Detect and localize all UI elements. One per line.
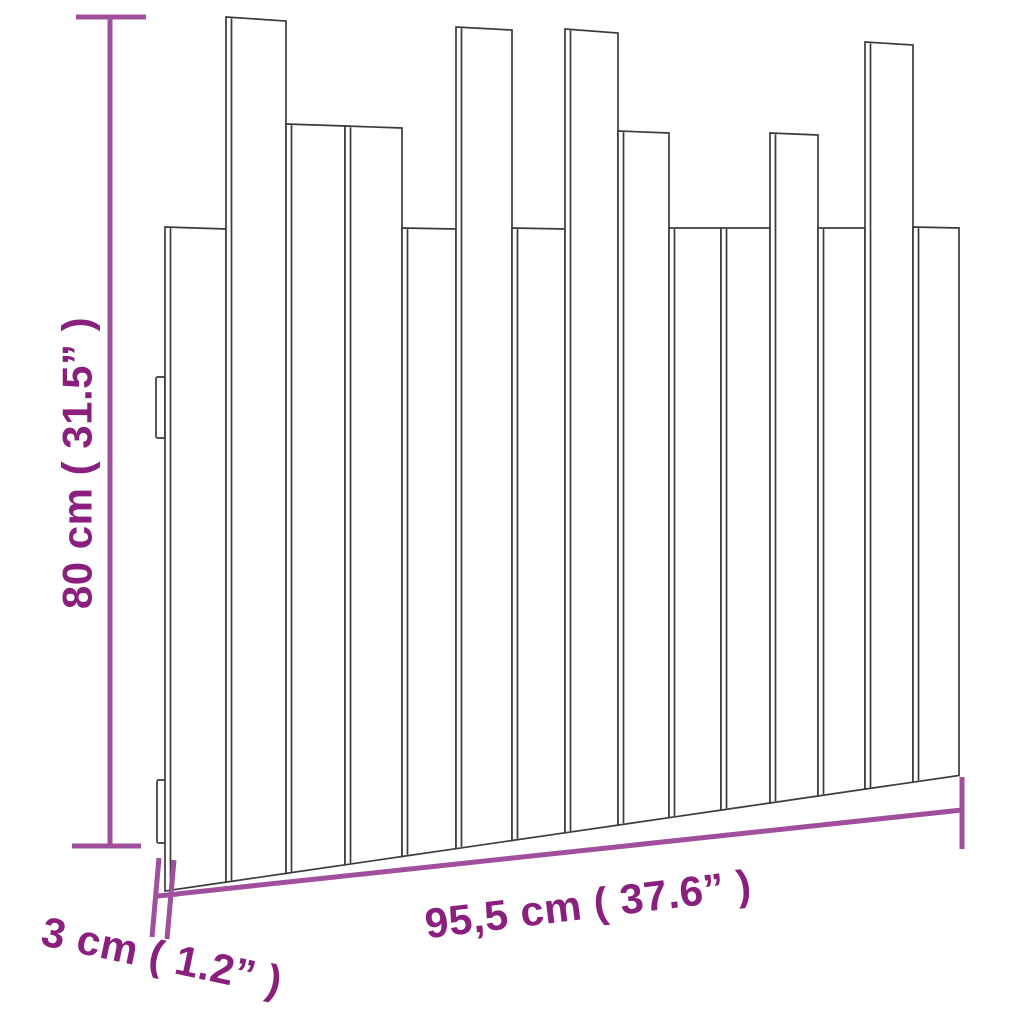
- slat: [912, 226, 960, 784]
- dimension-line: [156, 891, 179, 899]
- slat: [511, 227, 566, 842]
- dimension-line: [164, 859, 177, 940]
- slat: [344, 125, 403, 866]
- slat: [225, 16, 287, 884]
- slat: [617, 130, 670, 827]
- mount-bracket: [155, 376, 166, 439]
- slat: [164, 226, 227, 892]
- slat: [769, 132, 819, 804]
- dimension-line: [149, 857, 162, 938]
- slat: [817, 227, 866, 797]
- dimension-lines: [72, 14, 965, 940]
- headboard-line-drawing: [155, 16, 960, 892]
- slat: [455, 26, 513, 850]
- slat: [285, 123, 346, 875]
- width-dimension-label: 95,5 cm ( 37.6” ): [422, 861, 754, 948]
- height-dimension-label: 80 cm ( 31.5” ): [54, 317, 101, 609]
- slat: [564, 28, 619, 834]
- depth-dimension-label: 3 cm ( 1.2” ): [37, 908, 286, 1005]
- slat: [401, 227, 457, 858]
- slat: [864, 41, 914, 791]
- slat: [720, 227, 771, 812]
- dimension-line: [175, 807, 963, 897]
- slat: [668, 227, 722, 819]
